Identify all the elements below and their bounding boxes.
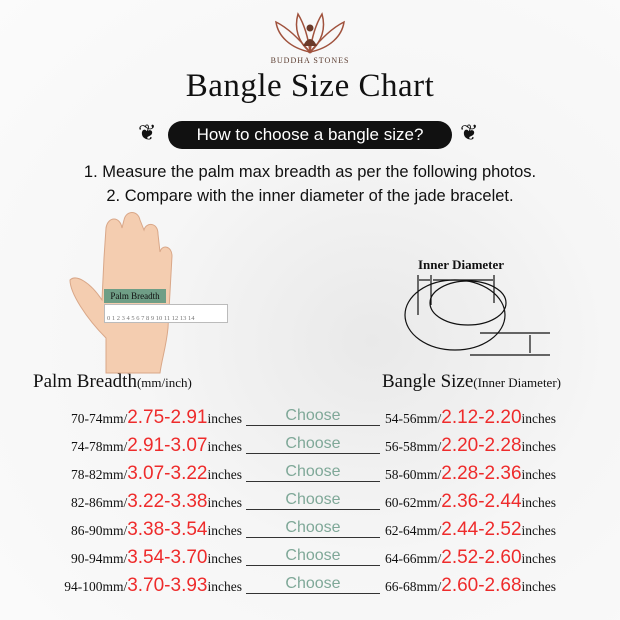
lotus-buddha-logo	[275, 12, 345, 54]
bangle-size: 62-64mm/2.44-2.52inches	[385, 519, 557, 540]
cloud-ornament-right-icon: ❦	[460, 120, 479, 145]
choose-button[interactable]: Choose	[246, 575, 380, 594]
choose-button[interactable]: Choose	[246, 463, 380, 482]
instruction-step-1: 1. Measure the palm max breadth as per t…	[83, 163, 537, 181]
palm-breadth-header: Palm Breadth(mm/inch)	[33, 371, 192, 392]
palm-size: 90-94mm/3.54-3.70inches	[70, 547, 242, 568]
choose-button[interactable]: Choose	[246, 547, 380, 566]
size-row: 94-100mm/3.70-3.93inches Choose 66-68mm/…	[0, 573, 620, 601]
cloud-ornament-left-icon: ❦	[138, 120, 157, 145]
choose-button[interactable]: Choose	[246, 435, 380, 454]
ruler: 0 1 2 3 4 5 6 7 8 9 10 11 12 13 14	[104, 304, 228, 323]
choose-button[interactable]: Choose	[246, 491, 380, 510]
brand-name: BUDDHA STONES	[270, 56, 350, 65]
size-row: 78-82mm/3.07-3.22inches Choose 58-60mm/2…	[0, 461, 620, 489]
choose-button[interactable]: Choose	[246, 519, 380, 538]
palm-size: 94-100mm/3.70-3.93inches	[64, 575, 242, 596]
palm-size: 74-78mm/2.91-3.07inches	[70, 435, 242, 456]
palm-size: 86-90mm/3.38-3.54inches	[70, 519, 242, 540]
palm-size: 70-74mm/2.75-2.91inches	[70, 407, 242, 428]
choose-button[interactable]: Choose	[246, 407, 380, 426]
bangle-size: 60-62mm/2.36-2.44inches	[385, 491, 557, 512]
size-row: 90-94mm/3.54-3.70inches Choose 64-66mm/2…	[0, 545, 620, 573]
size-row: 82-86mm/3.22-3.38inches Choose 60-62mm/2…	[0, 489, 620, 517]
size-row: 74-78mm/2.91-3.07inches Choose 56-58mm/2…	[0, 433, 620, 461]
inner-diameter-label: Inner Diameter	[418, 257, 505, 272]
page-title: Bangle Size Chart	[185, 68, 435, 104]
bangle-size: 66-68mm/2.60-2.68inches	[385, 575, 557, 596]
subtitle-banner: How to choose a bangle size?	[168, 121, 452, 149]
bangle-size: 58-60mm/2.28-2.36inches	[385, 463, 557, 484]
bangle-size: 54-56mm/2.12-2.20inches	[385, 407, 557, 428]
bangle-size-header: Bangle Size(Inner Diameter)	[382, 371, 561, 392]
bangle-size: 56-58mm/2.20-2.28inches	[385, 435, 557, 456]
palm-size: 82-86mm/3.22-3.38inches	[70, 491, 242, 512]
bangle-size: 64-66mm/2.52-2.60inches	[385, 547, 557, 568]
palm-breadth-label: Palm Breadth	[104, 289, 166, 303]
palm-size: 78-82mm/3.07-3.22inches	[70, 463, 242, 484]
size-row: 70-74mm/2.75-2.91inches Choose 54-56mm/2…	[0, 405, 620, 433]
size-row: 86-90mm/3.38-3.54inches Choose 62-64mm/2…	[0, 517, 620, 545]
instruction-step-2: 2. Compare with the inner diameter of th…	[106, 187, 514, 205]
bangle-diagram	[404, 275, 550, 356]
hand-measure-illustration: Palm Breadth 0 1 2 3 4 5 6 7 8 9 10 11 1…	[66, 208, 236, 378]
